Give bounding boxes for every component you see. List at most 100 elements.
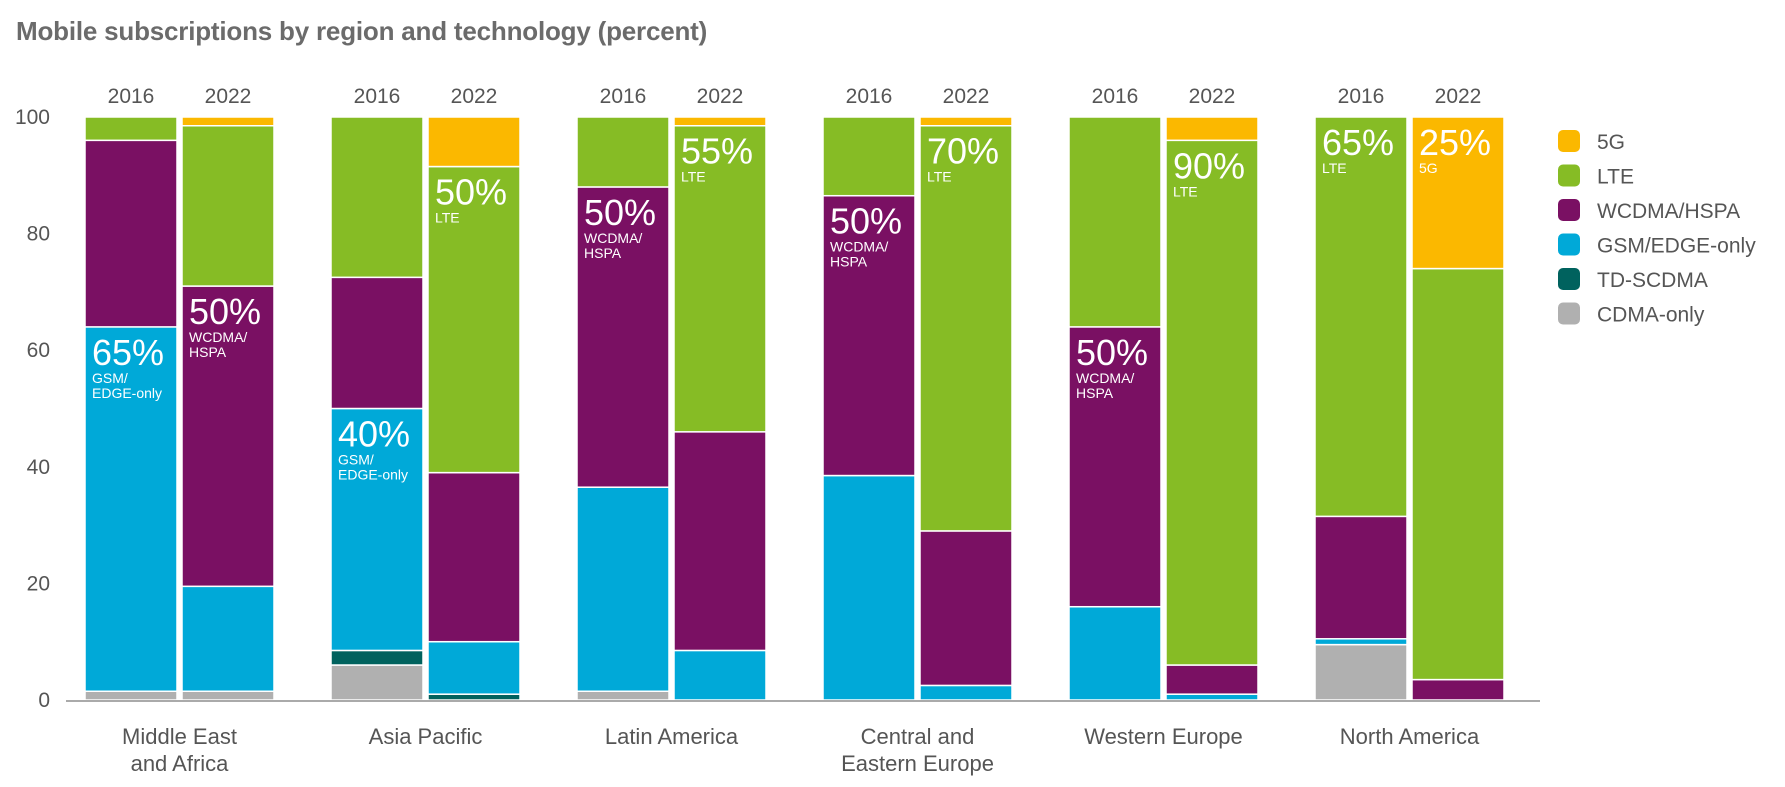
bar-segment-lte [427,165,521,474]
annotation-label: LTE [1173,183,1198,199]
legend-swatch-tdscdma [1558,268,1580,290]
annotation-percent: 55% [681,131,753,172]
year-label: 2022 [205,85,252,108]
bar-segment-wcdma [822,194,916,477]
bar-segment-fiveg [1165,116,1259,142]
bar-segment-gsm [673,649,767,701]
bar-segment-lte [822,116,916,197]
annotation-percent: 50% [584,192,656,233]
bar-segment-cdma [330,664,424,701]
annotation-label: LTE [435,210,460,226]
bar-segment-gsm [576,486,670,693]
annotation-percent: 50% [435,172,507,213]
bar-segment-wcdma [919,530,1013,687]
bar-segment-lte [919,124,1013,532]
bar-segment-gsm [1068,605,1162,701]
year-label: 2016 [108,85,155,108]
annotation-label: WCDMA/ [189,329,247,345]
legend-label-gsm: GSM/EDGE-only [1597,235,1756,258]
annotation-percent: 40% [338,414,410,455]
bar-segment-cdma [84,690,178,701]
year-label: 2022 [697,85,744,108]
bar-segment-gsm [919,684,1013,701]
bar-segment-lte [673,124,767,433]
bar-segment-cdma [181,690,275,701]
bar-segment-gsm [84,326,178,693]
y-tick-label: 0 [38,689,50,712]
region-label: Central and [861,724,975,749]
y-tick-label: 40 [27,456,50,479]
year-label: 2016 [1338,85,1385,108]
bar-segment-lte [1068,116,1162,328]
bar-segment-fiveg [673,116,767,127]
year-label: 2022 [1435,85,1482,108]
region-label: and Africa [131,751,230,776]
year-label: 2016 [354,85,401,108]
bar-segment-wcdma [84,139,178,328]
legend-label-cdma: CDMA-only [1597,304,1705,327]
annotation-label: WCDMA/ [1076,370,1134,386]
region-label: Eastern Europe [841,751,994,776]
year-label: 2016 [1092,85,1139,108]
bar-segment-wcdma [1068,326,1162,608]
bar-segment-lte [1314,116,1408,518]
annotation-percent: 65% [92,332,164,373]
bar-segment-lte [576,116,670,188]
annotation-label: GSM/ [92,370,128,386]
legend-swatch-wcdma [1558,199,1580,221]
bar-segment-wcdma [673,431,767,652]
legend-label-lte: LTE [1597,166,1634,189]
y-tick-label: 100 [15,106,50,129]
bar-segment-gsm [181,585,275,693]
year-label: 2016 [600,85,647,108]
legend-label-fiveg: 5G [1597,131,1625,154]
bar-segment-tdscdma [330,649,424,666]
annotation-label: WCDMA/ [830,239,888,255]
legend-swatch-fiveg [1558,130,1580,152]
annotation-label: HSPA [830,254,868,270]
annotation-percent: 50% [1076,332,1148,373]
y-tick-label: 60 [27,339,50,362]
annotation-percent: 50% [830,201,902,242]
bar-segment-lte [1165,139,1259,666]
legend-swatch-gsm [1558,233,1580,256]
legend-swatch-lte [1558,164,1580,187]
region-label: Middle East [122,724,237,749]
bar-segment-wcdma [330,276,424,410]
annotation-percent: 65% [1322,122,1394,163]
year-label: 2022 [943,85,990,108]
bar-segment-gsm [1165,693,1259,701]
bar-segment-wcdma [1314,515,1408,640]
region-label: Western Europe [1084,724,1243,749]
annotation-label: WCDMA/ [584,230,642,246]
annotation-label: EDGE-only [92,385,162,401]
region-label: Latin America [605,724,739,749]
bar-segment-fiveg [427,116,521,168]
bar-segment-lte [330,116,424,279]
year-label: 2022 [451,85,498,108]
bar-segment-gsm [822,474,916,701]
bar-segment-lte [84,116,178,142]
annotation-label: 5G [1419,160,1438,176]
bar-segment-wcdma [1165,664,1259,695]
bar-segment-tdscdma [427,693,521,701]
bar-segment-wcdma [576,186,670,488]
annotation-label: HSPA [1076,385,1114,401]
annotation-label: LTE [927,169,952,185]
legend-label-tdscdma: TD-SCDMA [1597,269,1708,292]
bar-segment-gsm [330,407,424,652]
bar-segment-fiveg [181,116,275,127]
bar-segment-lte [181,124,275,287]
annotation-percent: 70% [927,131,999,172]
annotation-percent: 25% [1419,122,1491,163]
legend-swatch-cdma [1558,302,1580,325]
annotation-label: HSPA [189,344,227,360]
bar-segment-lte [1411,267,1505,681]
bar-segment-gsm [427,640,521,695]
annotation-percent: 90% [1173,145,1245,186]
annotation-label: LTE [681,169,706,185]
legend-label-wcdma: WCDMA/HSPA [1597,200,1740,223]
bar-segment-cdma [576,690,670,701]
bar-segment-wcdma [1411,678,1505,701]
